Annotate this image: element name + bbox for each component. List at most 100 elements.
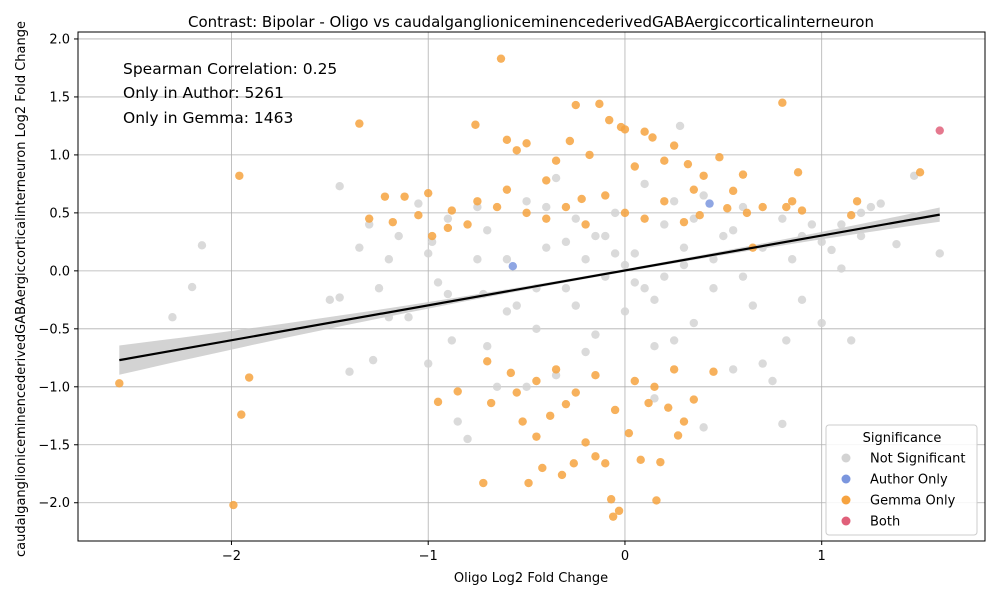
point-not-significant — [374, 284, 384, 293]
point-not-significant — [522, 197, 531, 206]
point-not-significant — [797, 295, 807, 305]
point-gemma-only — [606, 495, 616, 504]
point-gemma-only — [486, 398, 496, 408]
point-gemma-only — [636, 455, 645, 465]
point-not-significant — [817, 237, 826, 247]
point-gemma-only — [522, 139, 531, 148]
point-gemma-only — [620, 208, 630, 218]
point-gemma-only — [380, 192, 390, 201]
point-gemma-only — [689, 185, 699, 194]
point-gemma-only — [569, 459, 579, 468]
point-not-significant — [787, 255, 797, 264]
point-not-significant — [427, 237, 437, 247]
point-not-significant — [414, 199, 423, 208]
point-gemma-only — [610, 405, 620, 415]
point-gemma-only — [793, 168, 803, 177]
legend-entries: Not Significant Author Only Gemma Only Both — [841, 452, 966, 530]
point-not-significant — [384, 313, 394, 322]
point-gemma-only — [506, 368, 516, 378]
point-gemma-only — [648, 133, 657, 142]
point-not-significant — [610, 249, 620, 258]
point-not-significant — [650, 295, 659, 305]
point-gemma-only — [542, 214, 551, 223]
point-gemma-only — [388, 217, 397, 227]
point-not-significant — [640, 179, 649, 189]
point-gemma-only — [630, 162, 639, 171]
point-not-significant — [876, 199, 885, 208]
confidence-band — [119, 207, 940, 375]
point-not-significant — [709, 284, 718, 293]
point-not-significant — [650, 394, 659, 403]
point-not-significant — [502, 307, 512, 316]
point-not-significant — [502, 255, 512, 264]
point-gemma-only — [433, 397, 443, 407]
point-not-significant — [483, 342, 492, 351]
point-gemma-only — [673, 431, 683, 440]
point-gemma-only — [355, 119, 364, 128]
point-not-significant — [699, 191, 708, 200]
point-gemma-only — [797, 206, 807, 215]
legend-box — [825, 424, 978, 536]
point-not-significant — [620, 260, 630, 270]
point-gemma-only — [664, 403, 673, 412]
point-not-significant — [335, 182, 344, 191]
legend-marker — [841, 516, 851, 526]
point-gemma-only — [650, 382, 659, 391]
point-not-significant — [591, 231, 600, 241]
point-gemma-only — [852, 197, 862, 206]
point-gemma-only — [244, 373, 254, 382]
y-tick-label: −1.5 — [38, 438, 70, 453]
point-not-significant — [630, 249, 639, 258]
regression-line — [119, 213, 940, 362]
point-gemma-only — [915, 168, 925, 177]
point-not-significant — [522, 382, 531, 391]
point-not-significant — [551, 173, 561, 183]
y-tick-label: −1.0 — [38, 380, 70, 395]
point-gemma-only — [532, 376, 541, 386]
point-gemma-only — [557, 470, 567, 480]
point-gemma-only — [502, 185, 512, 194]
x-tick-label: −1 — [419, 549, 438, 564]
point-not-significant — [368, 355, 378, 365]
point-not-significant — [453, 417, 462, 426]
point-not-significant — [542, 202, 551, 212]
point-not-significant — [447, 336, 457, 345]
point-gemma-only — [571, 388, 580, 397]
point-gemma-only — [551, 156, 561, 165]
point-gemma-only — [453, 387, 462, 396]
gemma-only-annotation: Only in Gemma: 1463 — [123, 109, 293, 127]
point-not-significant — [660, 220, 669, 229]
point-not-significant — [394, 231, 403, 241]
point-not-significant — [669, 336, 679, 345]
point-gemma-only — [571, 100, 580, 110]
legend-marker — [841, 474, 851, 484]
point-not-significant — [571, 301, 580, 310]
point-not-significant — [424, 249, 433, 258]
point-gemma-only — [669, 365, 679, 374]
point-gemma-only — [608, 512, 618, 521]
y-axis-label: caudalganglioniceminencederivedGABAergic… — [14, 21, 29, 557]
point-not-significant — [837, 220, 846, 229]
point-gemma-only — [656, 457, 665, 467]
point-gemma-only — [723, 204, 732, 213]
point-not-significant — [443, 214, 453, 223]
point-not-significant — [866, 202, 876, 212]
point-not-significant — [620, 307, 630, 316]
point-gemma-only — [512, 388, 521, 397]
point-not-significant — [601, 231, 610, 241]
point-gemma-only — [847, 210, 856, 220]
point-not-significant — [728, 365, 738, 374]
legend-label: Both — [870, 515, 900, 530]
point-gemma-only — [545, 411, 555, 420]
point-not-significant — [699, 423, 708, 432]
point-gemma-only — [601, 191, 610, 200]
point-not-significant — [610, 208, 620, 218]
point-not-significant — [630, 278, 639, 287]
point-not-significant — [591, 330, 600, 339]
point-not-significant — [935, 249, 944, 258]
point-not-significant — [669, 197, 679, 206]
point-not-significant — [640, 284, 649, 293]
point-gemma-only — [715, 153, 724, 162]
point-not-significant — [532, 324, 541, 334]
point-not-significant — [660, 272, 669, 281]
